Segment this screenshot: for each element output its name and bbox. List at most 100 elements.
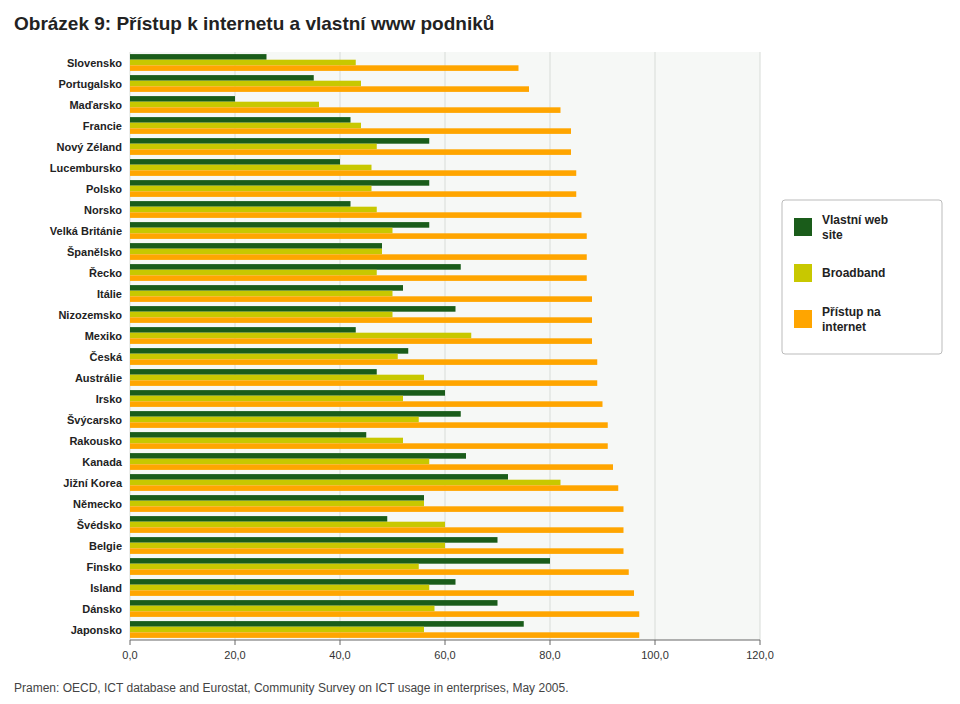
bar	[130, 81, 361, 87]
bar	[130, 338, 592, 344]
bar	[130, 207, 377, 213]
bar	[130, 222, 429, 228]
legend-label-line: site	[822, 228, 843, 242]
bar	[130, 306, 456, 312]
bar	[130, 453, 466, 459]
subtitle: Pramen: OECD, ICT database and Eurostat,…	[14, 681, 568, 695]
tick-label: 100,0	[641, 649, 669, 661]
legend-swatch	[794, 310, 812, 328]
bar	[130, 600, 498, 606]
bar	[130, 611, 639, 617]
bar	[130, 285, 403, 291]
legend-label: Přístup nainternet	[822, 305, 881, 334]
bar	[130, 128, 571, 134]
bar	[130, 516, 387, 522]
bar	[130, 243, 382, 249]
bar	[130, 60, 356, 66]
legend-label-line: Přístup na	[822, 305, 881, 319]
bar	[130, 144, 377, 150]
bar	[130, 201, 351, 207]
bar	[130, 65, 519, 71]
bar	[130, 348, 408, 354]
bar	[130, 558, 550, 564]
bar	[130, 296, 592, 302]
bar	[130, 438, 403, 444]
bar	[130, 501, 424, 507]
tick-mark	[340, 640, 341, 645]
tick-mark	[655, 640, 656, 645]
bar	[130, 417, 419, 423]
axis-line	[130, 640, 760, 641]
bar	[130, 401, 603, 407]
bar	[130, 522, 445, 528]
bar	[130, 354, 398, 360]
category-label: Rakousko	[69, 435, 122, 447]
category-label: Jižní Korea	[63, 477, 123, 489]
tick-label: 80,0	[539, 649, 560, 661]
bar	[130, 86, 529, 92]
bar	[130, 96, 235, 102]
bar	[130, 396, 403, 402]
category-label: Polsko	[86, 183, 122, 195]
bar	[130, 579, 456, 585]
bar	[130, 180, 429, 186]
x-axis: 0,020,040,060,080,0100,0120,0	[122, 52, 773, 661]
bar	[130, 117, 351, 123]
bar	[130, 312, 393, 318]
bar	[130, 359, 597, 365]
bar	[130, 191, 576, 197]
tick-label: 20,0	[224, 649, 245, 661]
bar	[130, 369, 377, 375]
category-label: Norsko	[84, 204, 122, 216]
legend-label: Vlastní website	[822, 213, 888, 242]
legend-label-line: Broadband	[822, 266, 885, 280]
bar	[130, 212, 582, 218]
category-label: Velká Británie	[50, 225, 122, 237]
category-label: Portugalsko	[58, 78, 122, 90]
bar	[130, 380, 597, 386]
bar	[130, 585, 429, 591]
bar	[130, 228, 393, 234]
bar	[130, 170, 576, 176]
tick-mark	[235, 640, 236, 645]
bar	[130, 390, 445, 396]
bar	[130, 464, 613, 470]
category-label: Irsko	[96, 393, 123, 405]
bar	[130, 165, 372, 171]
y-axis: SlovenskoPortugalskoMaďarskoFrancieNový …	[50, 57, 123, 636]
tick-label: 0,0	[122, 649, 137, 661]
bar	[130, 317, 592, 323]
bar	[130, 495, 424, 501]
bar	[130, 159, 340, 165]
category-label: Austrálie	[75, 372, 122, 384]
bar	[130, 422, 608, 428]
bar	[130, 480, 561, 486]
category-label: Řecko	[89, 267, 122, 279]
grid-line	[655, 52, 656, 640]
legend-label-line: internet	[822, 320, 866, 334]
category-label: Nový Zéland	[57, 141, 122, 153]
category-label: Česká	[90, 351, 123, 363]
legend: Vlastní website Broadband Přístup naintern…	[782, 200, 942, 354]
tick-label: 60,0	[434, 649, 455, 661]
bar	[130, 54, 267, 60]
tick-label: 120,0	[746, 649, 774, 661]
category-label: Nizozemsko	[58, 309, 122, 321]
bar	[130, 411, 461, 417]
bar	[130, 102, 319, 108]
tick-mark	[130, 640, 131, 645]
category-label: Itálie	[97, 288, 122, 300]
bar	[130, 621, 524, 627]
chart: Obrázek 9: Přístup k internetu a vlastní…	[0, 0, 960, 704]
category-label: Slovensko	[67, 57, 122, 69]
category-label: Švédsko	[77, 519, 123, 531]
bar	[130, 333, 471, 339]
bar	[130, 527, 624, 533]
legend-swatch	[794, 264, 812, 282]
bar	[130, 264, 461, 270]
category-label: Belgie	[89, 540, 122, 552]
bar	[130, 249, 382, 255]
bar	[130, 564, 419, 570]
category-label: Lucembursko	[50, 162, 122, 174]
bar	[130, 75, 314, 81]
